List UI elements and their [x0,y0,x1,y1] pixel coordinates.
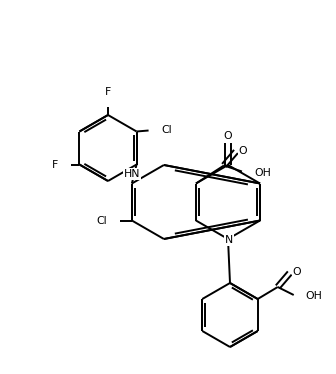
Text: Cl: Cl [96,215,107,226]
Text: HN: HN [124,169,140,179]
Text: OH: OH [254,168,271,178]
Text: O: O [292,267,301,277]
Text: O: O [239,145,247,156]
Text: F: F [105,87,111,97]
Text: OH: OH [306,291,323,301]
Text: N: N [225,235,233,245]
Text: O: O [224,131,232,141]
Text: F: F [52,159,58,169]
Text: Cl: Cl [161,125,172,135]
